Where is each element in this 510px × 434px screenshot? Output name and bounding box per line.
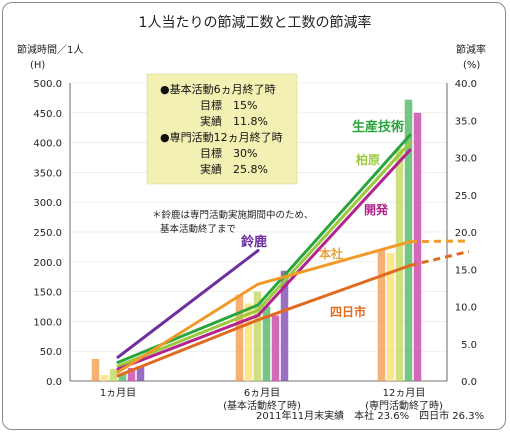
right-tick-label: 10.0	[455, 303, 477, 314]
bar-e69f8fe58e9f-0	[109, 369, 118, 381]
left-tick-label: 450.0	[33, 109, 62, 120]
right-tick-label: 0.0	[461, 377, 477, 388]
right-axis-label: 節減率	[456, 43, 486, 56]
note-line-1: ＊鈴鹿は専門活動実施期間中のため、	[152, 209, 314, 221]
bar-e69cace7a4be-2	[377, 249, 386, 381]
lines	[116, 133, 470, 378]
x-tick-sublabel: (専門活動終了時)	[365, 399, 443, 412]
line-label-e988b4e9b9bf: 鈴鹿	[241, 234, 267, 250]
right-tick-label: 40.0	[455, 79, 477, 90]
right-tick-label: 15.0	[455, 265, 477, 276]
note-line-2: 基本活動終了まで	[160, 223, 236, 235]
info-box: ●基本活動6ヵ月終了時 目標 15% 実績 11.8% ●専門活動12ヵ月終了時…	[146, 73, 298, 185]
line-label-e69f8fe58e9f: 柏原	[356, 152, 380, 167]
info-box-background	[146, 73, 298, 185]
left-tick-label: 250.0	[33, 228, 62, 239]
x-axis-labels: 1ヵ月目 6ヵ月目(基本活動終了時) 12ヵ月目(専門活動終了時)	[100, 387, 443, 412]
x-tick-label: 1ヵ月目	[100, 387, 136, 399]
right-axis-ticks: 0.0 5.0 10.0 15.0 20.0 25.0 30.0 35.0 40.0	[455, 79, 477, 388]
bar-e69f8fe58e9f-1	[253, 291, 262, 381]
right-tick-label: 35.0	[455, 116, 477, 127]
left-tick-label: 150.0	[33, 288, 62, 299]
right-tick-label: 5.0	[461, 340, 477, 351]
bar-e9968be799ba-2	[413, 112, 422, 382]
bar-e988b4e9b9bf-1	[280, 270, 289, 381]
bar-e59b9be697a5e5b882-0	[100, 375, 109, 381]
bar-e59b9be697a5e5b882-2	[386, 252, 395, 381]
projection-e69cace7a4be	[409, 239, 470, 244]
bar-e69cace7a4be-0	[91, 358, 100, 381]
left-tick-label: 400.0	[33, 139, 62, 150]
left-tick-label: 50.0	[40, 347, 62, 358]
x-tick-sublabel: (基本活動終了時)	[223, 399, 301, 412]
left-tick-label: 200.0	[33, 258, 62, 269]
bars	[91, 99, 422, 382]
line-label-e59b9be697a5e5b882: 四日市	[330, 304, 366, 319]
left-axis-ticks: 0.0 50.0 100.0 150.0 200.0 250.0 300.0 350.0 400…	[33, 79, 62, 388]
x-tick-label: 6ヵ月目	[244, 387, 280, 399]
left-tick-label: 0.0	[46, 377, 62, 388]
right-tick-label: 20.0	[455, 228, 477, 239]
left-tick-label: 100.0	[33, 317, 62, 328]
bar-e7949fe794a3e68a80e8a193-2	[404, 99, 413, 382]
line-e988b4e9b9bf	[116, 249, 260, 359]
x-tick-label: 12ヵ月目	[383, 387, 426, 399]
info-line-4: ●専門活動12ヵ月終了時	[160, 130, 283, 144]
info-line-6: 実績 25.8%	[200, 162, 268, 176]
chart-title: 1人当たりの節減工数と工数の節減率	[139, 14, 372, 31]
left-axis-label: 節減時間／1人	[17, 43, 83, 56]
info-line-2: 目標 15%	[200, 98, 257, 112]
line-label-e69cace7a4be: 本社	[319, 246, 343, 261]
left-tick-label: 350.0	[33, 168, 62, 179]
bar-e69cace7a4be-1	[235, 294, 244, 381]
right-axis-unit: (%)	[463, 60, 480, 71]
bar-e9968be799ba-0	[127, 367, 136, 381]
bar-e59b9be697a5e5b882-1	[244, 303, 253, 381]
right-tick-label: 30.0	[455, 154, 477, 165]
info-line-1: ●基本活動6ヵ月終了時	[160, 82, 276, 96]
footer-note: 2011年11月末実績 本社 23.6% 四日市 26.3%	[256, 409, 484, 422]
bar-e69f8fe58e9f-2	[395, 148, 404, 381]
bar-e7949fe794a3e68a80e8a193-0	[118, 373, 127, 381]
line-e9968be799ba	[116, 148, 412, 371]
line-label-e7949fe794a3e68a80e8a193: 生産技術	[352, 119, 404, 135]
bar-e9968be799ba-1	[271, 315, 280, 381]
right-tick-label: 25.0	[455, 191, 477, 202]
left-tick-label: 300.0	[33, 198, 62, 209]
line-e59b9be697a5e5b882	[116, 264, 412, 378]
line-e69f8fe58e9f	[116, 141, 412, 368]
line-label-e9968be799ba: 開発	[364, 202, 389, 217]
info-line-5: 目標 30%	[200, 146, 257, 160]
bar-e988b4e9b9bf-0	[136, 366, 145, 381]
bar-e7949fe794a3e68a80e8a193-1	[262, 306, 271, 381]
line-e69cace7a4be	[116, 240, 412, 374]
info-line-3: 実績 11.8%	[200, 114, 268, 128]
projection-e59b9be697a5e5b882	[409, 249, 470, 267]
left-axis-unit: (H)	[30, 60, 45, 71]
left-tick-label: 500.0	[33, 79, 62, 90]
